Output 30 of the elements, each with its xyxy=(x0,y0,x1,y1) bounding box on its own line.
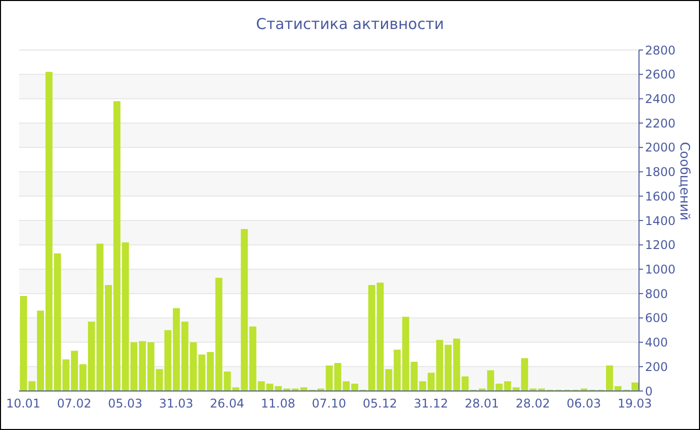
y-tick-label: 2600 xyxy=(645,68,676,82)
y-tick-label: 400 xyxy=(645,336,668,350)
x-tick-label: 28.02 xyxy=(516,396,550,411)
x-tick-label: 10.01 xyxy=(6,396,40,411)
y-tick-label: 200 xyxy=(645,360,668,374)
x-tick-label: 28.01 xyxy=(464,396,500,411)
x-tick-label: 19.03 xyxy=(618,396,652,411)
chart-title: Статистика активности xyxy=(255,15,445,33)
x-tick-label: 31.03 xyxy=(158,396,194,411)
x-tick-label: 05.12 xyxy=(362,396,398,411)
x-tick-label: 26.04 xyxy=(210,396,244,411)
x-tick-label: 11.08 xyxy=(260,396,296,411)
y-tick-label: 800 xyxy=(645,286,668,301)
x-tick-label: 07.02 xyxy=(57,396,92,411)
y-tick-label: 1600 xyxy=(645,189,676,204)
x-tick-label: 05.03 xyxy=(108,396,142,411)
x-tick-label: 06.03 xyxy=(566,396,601,411)
y-axis-title: Сообщений xyxy=(676,142,692,220)
y-tick-label: 1000 xyxy=(645,262,676,276)
y-tick-label: 1400 xyxy=(645,214,676,228)
y-tick-label: 2400 xyxy=(645,92,676,106)
y-tick-label: 2200 xyxy=(645,116,676,130)
y-tick-label: 2800 xyxy=(645,43,676,58)
x-tick-label: 31.12 xyxy=(414,396,448,411)
y-tick-label: 1800 xyxy=(645,165,676,180)
y-tick-label: 600 xyxy=(645,311,668,326)
y-tick-label: 0 xyxy=(645,384,653,398)
y-tick-label: 1200 xyxy=(645,238,676,252)
x-tick-label: 07.10 xyxy=(312,396,346,411)
y-tick-label: 2000 xyxy=(645,140,676,155)
